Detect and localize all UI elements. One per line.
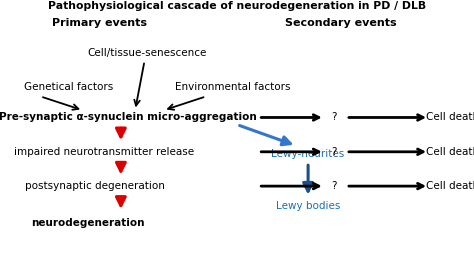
Text: Environmental factors: Environmental factors (175, 82, 291, 92)
Text: Cell death: Cell death (426, 181, 474, 191)
Text: impaired neurotransmitter release: impaired neurotransmitter release (14, 147, 194, 157)
Text: Pre-synaptic α-synuclein micro-aggregation: Pre-synaptic α-synuclein micro-aggregati… (0, 112, 257, 122)
Text: Cell death: Cell death (426, 112, 474, 122)
Text: ?: ? (331, 181, 337, 191)
Text: Lewy-neurites: Lewy-neurites (272, 149, 345, 159)
Text: Lewy bodies: Lewy bodies (276, 201, 340, 211)
Text: Genetical factors: Genetical factors (24, 82, 113, 92)
Text: ?: ? (331, 112, 337, 122)
Text: ?: ? (331, 147, 337, 157)
Text: Cell death: Cell death (426, 147, 474, 157)
Text: Primary events: Primary events (52, 18, 147, 29)
Text: Secondary events: Secondary events (285, 18, 397, 29)
Text: Pathophysiological cascade of neurodegeneration in PD / DLB: Pathophysiological cascade of neurodegen… (48, 1, 426, 11)
Text: postsynaptic degeneration: postsynaptic degeneration (25, 181, 165, 191)
Text: Cell/tissue-senescence: Cell/tissue-senescence (87, 48, 207, 58)
Text: neurodegeneration: neurodegeneration (31, 218, 145, 228)
